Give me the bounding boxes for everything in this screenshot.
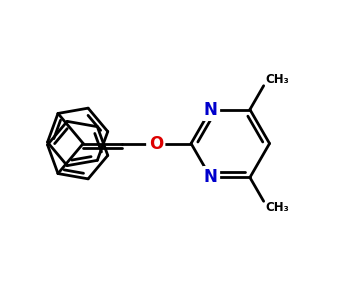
Text: N: N bbox=[204, 100, 218, 119]
Text: N: N bbox=[204, 168, 218, 187]
Text: CH₃: CH₃ bbox=[266, 73, 290, 86]
Text: CH₃: CH₃ bbox=[266, 201, 290, 214]
Text: O: O bbox=[148, 135, 163, 152]
